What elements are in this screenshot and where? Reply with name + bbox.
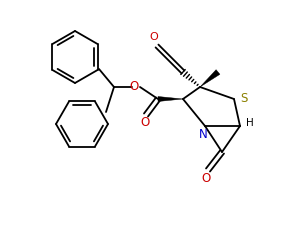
- Polygon shape: [158, 97, 183, 101]
- Text: O: O: [150, 32, 158, 42]
- Text: S: S: [240, 91, 247, 105]
- Text: O: O: [130, 80, 139, 92]
- Polygon shape: [200, 70, 220, 87]
- Text: O: O: [140, 116, 150, 129]
- Text: O: O: [201, 173, 211, 186]
- Text: N: N: [199, 128, 207, 141]
- Text: H: H: [246, 118, 254, 128]
